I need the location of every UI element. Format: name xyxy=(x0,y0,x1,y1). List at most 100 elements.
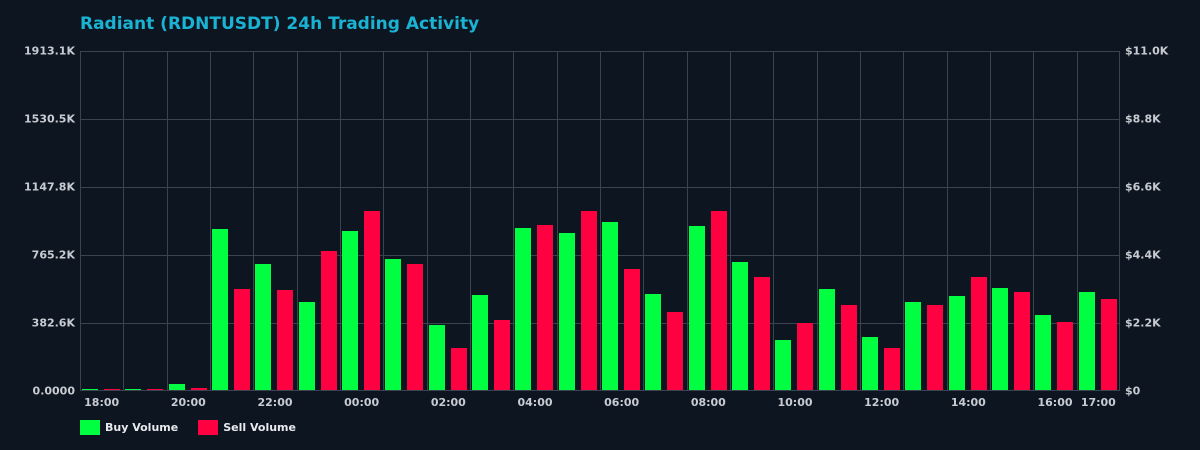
sell-volume-bar[interactable] xyxy=(537,225,554,390)
gridline-vertical xyxy=(816,52,818,390)
sell-volume-bar[interactable] xyxy=(364,211,380,390)
sell-volume-bar[interactable] xyxy=(754,277,770,390)
gridline-vertical xyxy=(600,52,601,390)
buy-volume-bar[interactable] xyxy=(602,222,618,390)
y-tick-right: $4.4K xyxy=(1125,248,1161,262)
x-tick: 04:00 xyxy=(517,396,553,409)
buy-volume-bar[interactable] xyxy=(775,340,792,390)
y-tick-left: 1147.8K xyxy=(24,180,75,194)
gridline-vertical xyxy=(470,52,471,390)
gridline-vertical xyxy=(513,52,515,390)
x-tick: 02:00 xyxy=(430,396,466,409)
y-tick-left: 1913.1K xyxy=(24,44,75,58)
gridline-vertical xyxy=(296,52,298,390)
buy-volume-bar[interactable] xyxy=(125,389,142,390)
y-tick-left: 0.0000 xyxy=(32,384,75,398)
sell-volume-bar[interactable] xyxy=(884,348,900,390)
x-tick: 06:00 xyxy=(604,396,640,409)
chart-title: Radiant (RDNTUSDT) 24h Trading Activity xyxy=(80,14,480,34)
gridline-vertical xyxy=(686,52,688,390)
buy-volume-bar[interactable] xyxy=(992,288,1008,390)
sell-volume-bar[interactable] xyxy=(927,305,944,390)
gridline-vertical xyxy=(773,52,775,390)
sell-volume-bar[interactable] xyxy=(667,312,684,390)
sell-volume-bar[interactable] xyxy=(624,269,640,390)
x-tick: 22:00 xyxy=(257,396,293,409)
gridline-vertical xyxy=(903,52,905,390)
buy-volume-bar[interactable] xyxy=(515,228,532,390)
sell-volume-bar[interactable] xyxy=(840,305,857,390)
legend-item-buy[interactable]: Buy Volume xyxy=(80,420,178,435)
buy-volume-bar[interactable] xyxy=(298,302,315,390)
sell-volume-bar[interactable] xyxy=(190,388,207,390)
buy-volume-bar[interactable] xyxy=(732,262,748,390)
sell-volume-bar[interactable] xyxy=(277,290,294,390)
x-tick: 08:00 xyxy=(690,396,726,409)
gridline-vertical xyxy=(990,52,991,390)
sell-volume-bar[interactable] xyxy=(1057,322,1074,390)
y-tick-right: $6.6K xyxy=(1125,180,1161,194)
sell-volume-bar[interactable] xyxy=(234,289,250,390)
gridline-vertical xyxy=(860,52,861,390)
x-tick: 17:00 xyxy=(1080,396,1116,409)
gridline-vertical xyxy=(1033,52,1035,390)
buy-volume-bar[interactable] xyxy=(82,389,98,390)
x-tick: 20:00 xyxy=(170,396,206,409)
gridline-vertical xyxy=(340,52,341,390)
sell-volume-bar[interactable] xyxy=(104,389,120,390)
sell-volume-bar[interactable] xyxy=(970,277,987,390)
sell-volume-bar[interactable] xyxy=(1014,292,1030,390)
buy-volume-bar[interactable] xyxy=(342,231,358,390)
buy-volume-bar[interactable] xyxy=(1078,292,1095,390)
x-tick: 14:00 xyxy=(950,396,986,409)
buy-volume-bar[interactable] xyxy=(905,302,922,390)
buy-volume-bar[interactable] xyxy=(688,226,705,390)
buy-volume-bar[interactable] xyxy=(255,264,272,390)
y-tick-left: 1530.5K xyxy=(24,112,75,126)
buy-volume-bar[interactable] xyxy=(212,228,228,390)
y-tick-left: 765.2K xyxy=(31,248,75,262)
sell-volume-bar[interactable] xyxy=(710,211,727,390)
buy-swatch-icon xyxy=(80,420,100,435)
sell-volume-bar[interactable] xyxy=(407,264,424,390)
buy-volume-bar[interactable] xyxy=(645,294,662,390)
legend-label-sell: Sell Volume xyxy=(223,421,296,434)
buy-volume-bar[interactable] xyxy=(1035,315,1052,390)
y-tick-right: $8.8K xyxy=(1125,112,1161,126)
gridline-vertical xyxy=(210,52,211,390)
gridline-vertical xyxy=(643,52,645,390)
plot-area xyxy=(80,51,1120,391)
gridline-vertical xyxy=(1076,52,1078,390)
buy-volume-bar[interactable] xyxy=(862,337,878,390)
buy-volume-bar[interactable] xyxy=(385,259,402,390)
gridline-vertical xyxy=(383,52,385,390)
legend-item-sell[interactable]: Sell Volume xyxy=(198,420,296,435)
buy-volume-bar[interactable] xyxy=(168,384,185,390)
x-tick: 16:00 xyxy=(1037,396,1073,409)
legend-label-buy: Buy Volume xyxy=(105,421,179,434)
buy-volume-bar[interactable] xyxy=(428,325,445,390)
x-tick: 10:00 xyxy=(777,396,813,409)
gridline-vertical xyxy=(426,52,428,390)
sell-volume-bar[interactable] xyxy=(147,389,164,390)
buy-volume-bar[interactable] xyxy=(558,233,575,390)
sell-volume-bar[interactable] xyxy=(1100,299,1117,390)
sell-volume-bar[interactable] xyxy=(494,320,510,390)
buy-volume-bar[interactable] xyxy=(948,296,965,390)
sell-volume-bar[interactable] xyxy=(797,323,814,390)
x-tick: 00:00 xyxy=(344,396,380,409)
sell-swatch-icon xyxy=(198,420,219,435)
y-tick-right: $11.0K xyxy=(1125,44,1169,58)
sell-volume-bar[interactable] xyxy=(450,348,467,390)
gridline-vertical xyxy=(123,52,125,390)
gridline-vertical xyxy=(730,52,731,390)
x-tick: 12:00 xyxy=(864,396,900,409)
y-tick-right: $0 xyxy=(1125,384,1141,398)
buy-volume-bar[interactable] xyxy=(818,289,835,390)
y-tick-right: $2.2K xyxy=(1125,316,1161,330)
buy-volume-bar[interactable] xyxy=(472,295,488,390)
sell-volume-bar[interactable] xyxy=(320,251,337,390)
gridline-vertical xyxy=(556,52,558,390)
sell-volume-bar[interactable] xyxy=(580,211,597,390)
gridline-vertical xyxy=(946,52,948,390)
